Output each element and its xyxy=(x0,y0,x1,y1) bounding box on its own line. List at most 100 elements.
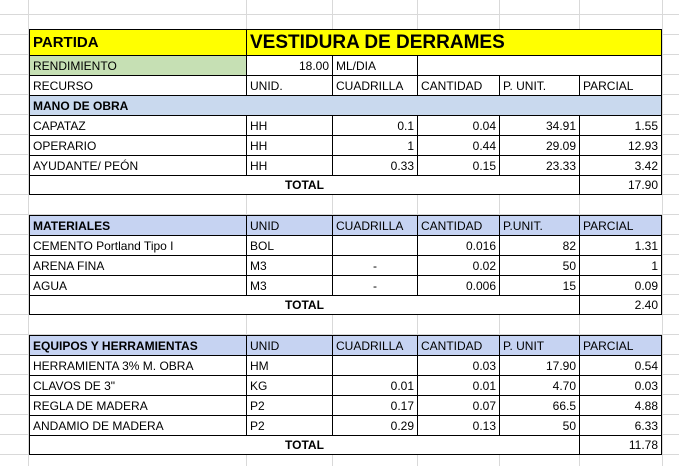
section-col-unid[interactable]: UNID xyxy=(246,335,332,355)
section-title[interactable]: EQUIPOS Y HERRAMIENTAS xyxy=(29,335,246,355)
total-row: TOTAL 11.78 xyxy=(29,435,662,455)
cantidad-cell[interactable]: 0.006 xyxy=(417,275,499,295)
unid-cell[interactable]: M3 xyxy=(246,275,332,295)
cuadrilla-cell[interactable]: 0.01 xyxy=(332,375,417,395)
cantidad-cell[interactable]: 0.13 xyxy=(417,415,499,435)
total-value[interactable]: 17.90 xyxy=(579,175,662,195)
cuadrilla-cell[interactable]: 0.17 xyxy=(332,395,417,415)
col-cantidad[interactable]: CANTIDAD xyxy=(417,75,499,95)
unid-cell[interactable]: M3 xyxy=(246,255,332,275)
table-row: AYUDANTE/ PEÓN HH 0.33 0.15 23.33 3.42 xyxy=(29,155,662,175)
cantidad-cell[interactable]: 0.44 xyxy=(417,135,499,155)
punit-cell[interactable]: 23.33 xyxy=(499,155,579,175)
section-col-cuadrilla[interactable]: CUADRILLA xyxy=(332,215,417,235)
section-col-parcial[interactable]: PARCIAL xyxy=(579,335,662,355)
parcial-cell[interactable]: 6.33 xyxy=(579,415,662,435)
unid-cell[interactable]: HH xyxy=(246,135,332,155)
section-col-cantidad[interactable]: CANTIDAD xyxy=(417,215,499,235)
mano-de-obra-title[interactable]: MANO DE OBRA xyxy=(29,95,662,115)
parcial-cell[interactable]: 1.31 xyxy=(579,235,662,255)
recurso-cell[interactable]: CEMENTO Portland Tipo I xyxy=(29,235,246,255)
parcial-cell[interactable]: 1 xyxy=(579,255,662,275)
punit-cell[interactable]: 66.5 xyxy=(499,395,579,415)
unid-cell[interactable]: HM xyxy=(246,355,332,375)
total-value[interactable]: 2.40 xyxy=(579,295,662,315)
punit-cell[interactable]: 34.91 xyxy=(499,115,579,135)
partida-row: PARTIDA VESTIDURA DE DERRAMES xyxy=(29,29,662,55)
section-col-cuadrilla[interactable]: CUADRILLA xyxy=(332,335,417,355)
col-cuadrilla[interactable]: CUADRILLA xyxy=(332,75,417,95)
unid-cell[interactable]: HH xyxy=(246,115,332,135)
punit-cell[interactable]: 82 xyxy=(499,235,579,255)
recurso-cell[interactable]: ARENA FINA xyxy=(29,255,246,275)
cuadrilla-cell[interactable]: - xyxy=(332,255,417,275)
empty-cell[interactable] xyxy=(417,55,662,75)
recurso-cell[interactable]: AYUDANTE/ PEÓN xyxy=(29,155,246,175)
unid-cell[interactable]: P2 xyxy=(246,415,332,435)
recurso-cell[interactable]: CAPATAZ xyxy=(29,115,246,135)
punit-cell[interactable]: 50 xyxy=(499,255,579,275)
unid-cell[interactable]: P2 xyxy=(246,395,332,415)
total-label[interactable]: TOTAL xyxy=(29,295,579,315)
cuadrilla-cell[interactable]: 1 xyxy=(332,135,417,155)
parcial-cell[interactable]: 0.03 xyxy=(579,375,662,395)
section-col-punit[interactable]: P.UNIT. xyxy=(499,215,579,235)
section-title[interactable]: MATERIALES xyxy=(29,215,246,235)
recurso-cell[interactable]: ANDAMIO DE MADERA xyxy=(29,415,246,435)
mano-de-obra-header: MANO DE OBRA xyxy=(29,95,662,115)
cantidad-cell[interactable]: 0.03 xyxy=(417,355,499,375)
col-parcial[interactable]: PARCIAL xyxy=(579,75,662,95)
total-label[interactable]: TOTAL xyxy=(29,175,579,195)
col-recurso[interactable]: RECURSO xyxy=(29,75,246,95)
parcial-cell[interactable]: 3.42 xyxy=(579,155,662,175)
recurso-cell[interactable]: REGLA DE MADERA xyxy=(29,395,246,415)
total-row: TOTAL 2.40 xyxy=(29,295,662,315)
section-col-cantidad[interactable]: CANTIDAD xyxy=(417,335,499,355)
partida-value[interactable]: VESTIDURA DE DERRAMES xyxy=(246,29,662,55)
rendimiento-label[interactable]: RENDIMIENTO xyxy=(29,55,246,75)
parcial-cell[interactable]: 4.88 xyxy=(579,395,662,415)
cantidad-cell[interactable]: 0.15 xyxy=(417,155,499,175)
recurso-cell[interactable]: HERRAMIENTA 3% M. OBRA xyxy=(29,355,246,375)
parcial-cell[interactable]: 12.93 xyxy=(579,135,662,155)
section-col-unid[interactable]: UNID xyxy=(246,215,332,235)
parcial-cell[interactable]: 0.09 xyxy=(579,275,662,295)
cantidad-cell[interactable]: 0.01 xyxy=(417,375,499,395)
cuadrilla-cell[interactable]: 0.33 xyxy=(332,155,417,175)
parcial-cell[interactable]: 1.55 xyxy=(579,115,662,135)
punit-cell[interactable]: 29.09 xyxy=(499,135,579,155)
punit-cell[interactable]: 50 xyxy=(499,415,579,435)
section-col-punit[interactable]: P. UNIT xyxy=(499,335,579,355)
recurso-cell[interactable]: AGUA xyxy=(29,275,246,295)
total-row: TOTAL 17.90 xyxy=(29,175,662,195)
col-unid[interactable]: UNID. xyxy=(246,75,332,95)
table-row: ANDAMIO DE MADERA P2 0.29 0.13 50 6.33 xyxy=(29,415,662,435)
punit-cell[interactable]: 17.90 xyxy=(499,355,579,375)
cantidad-cell[interactable]: 0.016 xyxy=(417,235,499,255)
cuadrilla-cell[interactable]: 0.29 xyxy=(332,415,417,435)
section-header-row: EQUIPOS Y HERRAMIENTAS UNID CUADRILLA CANTI… xyxy=(29,335,662,355)
rendimiento-value[interactable]: 18.00 xyxy=(246,55,332,75)
punit-cell[interactable]: 15 xyxy=(499,275,579,295)
cuadrilla-cell[interactable] xyxy=(332,355,417,375)
partida-label[interactable]: PARTIDA xyxy=(29,29,246,55)
recurso-cell[interactable]: CLAVOS DE 3" xyxy=(29,375,246,395)
recurso-cell[interactable]: OPERARIO xyxy=(29,135,246,155)
unid-cell[interactable]: BOL xyxy=(246,235,332,255)
cuadrilla-cell[interactable]: 0.1 xyxy=(332,115,417,135)
total-value[interactable]: 11.78 xyxy=(579,435,662,455)
col-punit[interactable]: P. UNIT. xyxy=(499,75,579,95)
cantidad-cell[interactable]: 0.04 xyxy=(417,115,499,135)
cantidad-cell[interactable]: 0.07 xyxy=(417,395,499,415)
parcial-cell[interactable]: 0.54 xyxy=(579,355,662,375)
cantidad-cell[interactable]: 0.02 xyxy=(417,255,499,275)
rendimiento-unit[interactable]: ML/DIA xyxy=(332,55,417,75)
section-col-parcial[interactable]: PARCIAL xyxy=(579,215,662,235)
cuadrilla-cell[interactable] xyxy=(332,235,417,255)
total-label[interactable]: TOTAL xyxy=(29,435,579,455)
punit-cell[interactable]: 4.70 xyxy=(499,375,579,395)
table-row: OPERARIO HH 1 0.44 29.09 12.93 xyxy=(29,135,662,155)
unid-cell[interactable]: KG xyxy=(246,375,332,395)
unid-cell[interactable]: HH xyxy=(246,155,332,175)
cuadrilla-cell[interactable]: - xyxy=(332,275,417,295)
